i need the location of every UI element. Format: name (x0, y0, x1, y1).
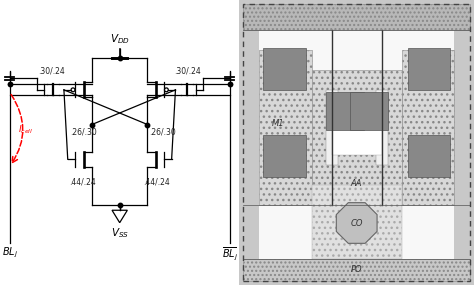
Bar (408, 48, 450, 90)
Bar (326, 92, 364, 130)
Bar (350, 92, 388, 130)
Text: $WL_i$: $WL_i$ (243, 72, 260, 85)
Text: $V_{DD}$: $V_{DD}$ (109, 32, 130, 46)
Text: .44/.24: .44/.24 (69, 178, 96, 187)
Bar (332, 125, 382, 155)
Text: CO: CO (350, 219, 363, 227)
Bar (243, 4, 470, 30)
Text: .30/.24: .30/.24 (174, 67, 201, 76)
Text: $V_{SS}$: $V_{SS}$ (110, 226, 129, 240)
Bar (264, 48, 306, 90)
Text: .44/.24: .44/.24 (144, 178, 170, 187)
Bar (402, 50, 454, 205)
Text: .30/.24: .30/.24 (38, 67, 65, 76)
Bar (264, 135, 306, 177)
Bar (311, 185, 402, 259)
Bar (311, 70, 402, 185)
Bar (259, 30, 454, 259)
Text: AA: AA (351, 178, 363, 188)
Bar (376, 90, 388, 165)
Text: .26/.30: .26/.30 (70, 127, 97, 136)
Bar (408, 135, 450, 177)
Text: PO: PO (351, 266, 363, 274)
Text: M1: M1 (272, 119, 284, 127)
Text: $\overline{BL}_j$: $\overline{BL}_j$ (222, 245, 238, 262)
Bar (259, 50, 311, 205)
Polygon shape (337, 203, 377, 243)
Bar (243, 259, 470, 281)
Text: .26/.30: .26/.30 (149, 127, 175, 136)
Text: $I_{cell}$: $I_{cell}$ (18, 123, 34, 136)
Text: $BL_j$: $BL_j$ (1, 245, 18, 260)
Bar (326, 90, 337, 165)
